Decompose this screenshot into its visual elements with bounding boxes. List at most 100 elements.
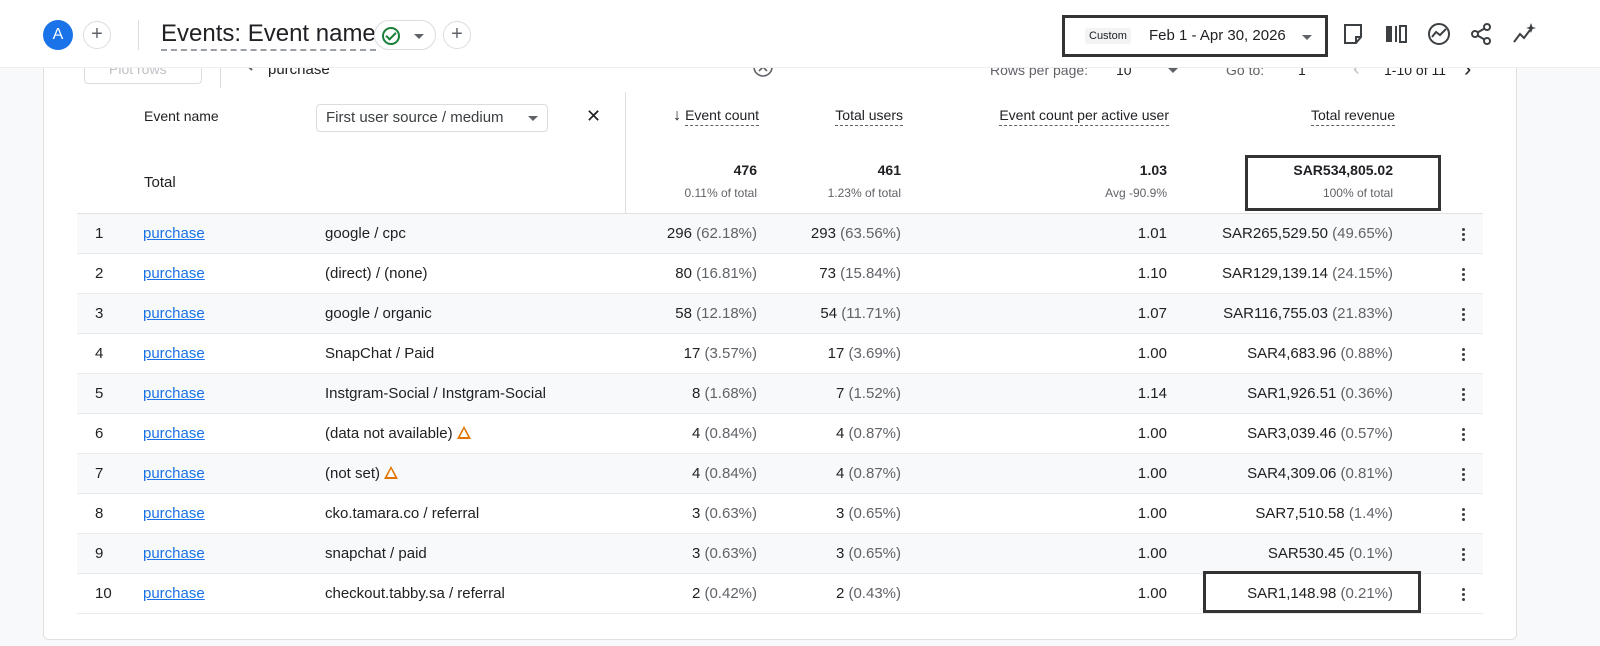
add-button[interactable]: + [443,21,471,49]
event-count-pct: (0.63%) [704,505,757,522]
row-index: 4 [95,345,104,362]
more-options-icon[interactable] [1462,348,1466,363]
source-medium-text: (direct) / (none) [325,265,428,282]
column-header-total-users[interactable]: Total users [835,107,903,126]
next-page-icon[interactable]: › [1464,56,1472,81]
revenue-value: SAR129,139.14 [1222,265,1328,282]
revenue-cell: SAR3,039.46 (0.57%) [1247,425,1393,442]
event-name-link[interactable]: purchase [143,505,205,522]
source-medium-cell: (direct) / (none) [325,265,428,282]
revenue-cell: SAR7,510.58 (1.4%) [1255,505,1393,522]
per-user-cell: 1.00 [1137,425,1167,442]
total-users-value: 17 [827,345,845,362]
source-medium-text: google / cpc [325,225,406,242]
per-user-cell: 1.10 [1137,265,1167,282]
event-name-link[interactable]: purchase [143,465,205,482]
event-name-link[interactable]: purchase [143,385,205,402]
more-options-icon[interactable] [1462,428,1466,443]
revenue-pct: (21.83%) [1332,305,1393,322]
source-medium-cell: SnapChat / Paid [325,345,434,362]
more-options-icon[interactable] [1462,508,1466,523]
table-row: 7 purchase (not set) 4 (0.84%) 4 (0.87%) 1.00… [77,454,1483,494]
event-count-pct: (0.84%) [704,465,757,482]
totals-label: Total [144,174,176,191]
avatar[interactable]: A [43,20,73,50]
sparkle-icon[interactable] [1510,20,1538,48]
source-medium-cell: snapchat / paid [325,545,427,562]
column-header-event-count[interactable]: ↓ Event count [673,107,759,126]
event-count-pct: (12.18%) [696,305,757,322]
more-options-icon[interactable] [1462,468,1466,483]
prev-page-icon[interactable]: ‹ [1353,58,1360,80]
revenue-value: SAR7,510.58 [1255,505,1345,522]
total-users-pct: (0.87%) [848,465,901,482]
secondary-dimension-select[interactable]: First user source / medium [316,104,548,132]
more-options-icon[interactable] [1462,228,1466,243]
sort-desc-icon: ↓ [673,107,682,124]
event-name-link[interactable]: purchase [143,225,205,242]
total-users-value: 3 [835,545,845,562]
source-medium-text: (not set) [325,465,381,482]
source-medium-text: SnapChat / Paid [325,345,435,362]
insights-icon[interactable] [1425,20,1453,48]
add-comparison-button[interactable]: + [83,21,111,49]
source-medium-cell: checkout.tabby.sa / referral [325,585,505,602]
total-users-pct: (15.84%) [840,265,901,282]
check-circle-icon [382,27,400,45]
column-header-event-count-per-user[interactable]: Event count per active user [999,107,1169,126]
total-event-count-sub: 0.11% of total [684,186,758,200]
edit-report-icon[interactable] [1339,20,1367,48]
row-index: 9 [95,545,104,562]
add-comparison-icon: + [91,23,103,45]
source-medium-cell: (data not available) [325,425,471,442]
source-medium-text: snapchat / paid [325,545,427,562]
revenue-pct: (0.57%) [1340,425,1393,442]
report-header: A + Events: Event name + Custom Feb 1 - … [0,0,1600,68]
more-options-icon[interactable] [1462,268,1466,283]
secondary-dimension-label: First user source / medium [326,109,504,126]
page-title[interactable]: Events: Event name [161,20,376,51]
total-per-user-sub: Avg -90.9% [1105,186,1167,200]
revenue-pct: (24.15%) [1332,265,1393,282]
row-index: 7 [95,465,104,482]
revenue-cell: SAR530.45 (0.1%) [1268,545,1393,562]
column-header-event-name[interactable]: Event name [144,108,219,124]
per-user-cell: 1.00 [1137,545,1167,562]
row-index: 10 [95,585,112,602]
more-options-icon[interactable] [1462,388,1466,403]
more-options-icon[interactable] [1462,308,1466,323]
per-user-cell: 1.14 [1137,385,1167,402]
source-medium-text: (data not available) [325,425,453,442]
event-name-link[interactable]: purchase [143,545,205,562]
total-users-cell: 4 (0.87%) [836,465,901,482]
close-icon[interactable]: ✕ [586,106,602,126]
warning-icon[interactable] [384,466,399,479]
source-medium-text: Instgram-Social / Instgram-Social [325,385,546,402]
event-name-link[interactable]: purchase [143,345,205,362]
event-name-link[interactable]: purchase [143,265,205,282]
event-count-value: 80 [675,265,692,282]
event-name-link[interactable]: purchase [143,585,205,602]
totals-row: Total 476 0.11% of total 461 1.23% of to… [77,140,1483,214]
total-users-sub: 1.23% of total [827,186,901,200]
total-users-cell: 7 (1.52%) [836,385,901,402]
warning-icon[interactable] [456,426,471,439]
share-icon[interactable] [1467,20,1495,48]
compare-columns-icon[interactable] [1382,20,1410,48]
more-options-icon[interactable] [1462,588,1466,603]
column-header-total-revenue[interactable]: Total revenue [1310,107,1395,126]
event-name-link[interactable]: purchase [143,305,205,322]
total-users-cell: 4 (0.87%) [836,425,901,442]
goto-input[interactable]: 1 [1298,62,1306,78]
event-count-pct: (1.68%) [704,385,757,402]
divider [138,20,139,50]
total-users-cell: 17 (3.69%) [828,345,901,362]
date-range-picker[interactable]: Custom Feb 1 - Apr 30, 2026 [1062,15,1328,57]
event-count-value: 17 [683,345,701,362]
total-users-pct: (3.69%) [848,345,901,362]
more-options-icon[interactable] [1462,548,1466,563]
report-status-button[interactable] [374,20,436,50]
table-row: 6 purchase (data not available) 4 (0.84%) 4 … [77,414,1483,454]
date-range-text: Feb 1 - Apr 30, 2026 [1149,27,1286,44]
event-name-link[interactable]: purchase [143,425,205,442]
